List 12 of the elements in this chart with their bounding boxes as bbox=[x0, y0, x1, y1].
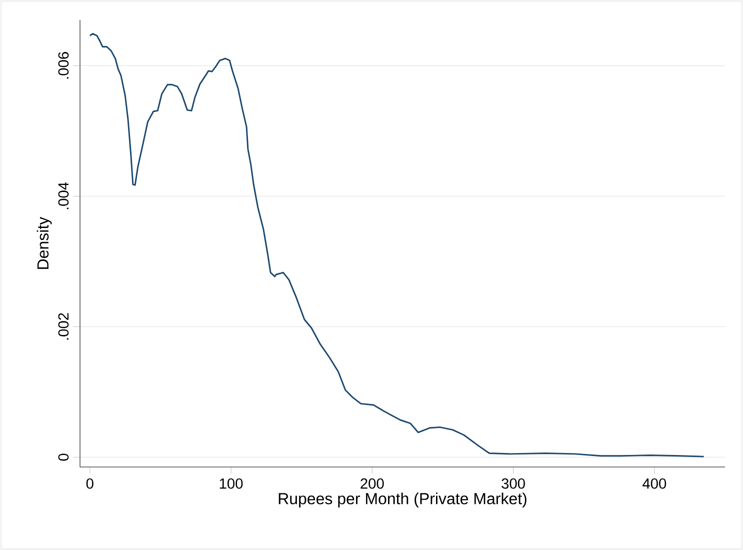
x-axis-title: Rupees per Month (Private Market) bbox=[278, 492, 526, 508]
y-tick-label: .006 bbox=[58, 52, 69, 79]
x-tick-label: 100 bbox=[220, 478, 243, 489]
y-axis-title: Density bbox=[36, 216, 52, 269]
x-tick-label: 300 bbox=[502, 478, 525, 489]
y-tick-label: .004 bbox=[58, 182, 69, 210]
x-tick-label: 200 bbox=[360, 478, 384, 489]
x-tick-label: 0 bbox=[86, 478, 94, 489]
x-tick-label: 400 bbox=[642, 478, 666, 489]
y-tick-label: 0 bbox=[58, 454, 69, 461]
line-series bbox=[89, 32, 705, 458]
y-tick-label: .002 bbox=[58, 313, 69, 340]
